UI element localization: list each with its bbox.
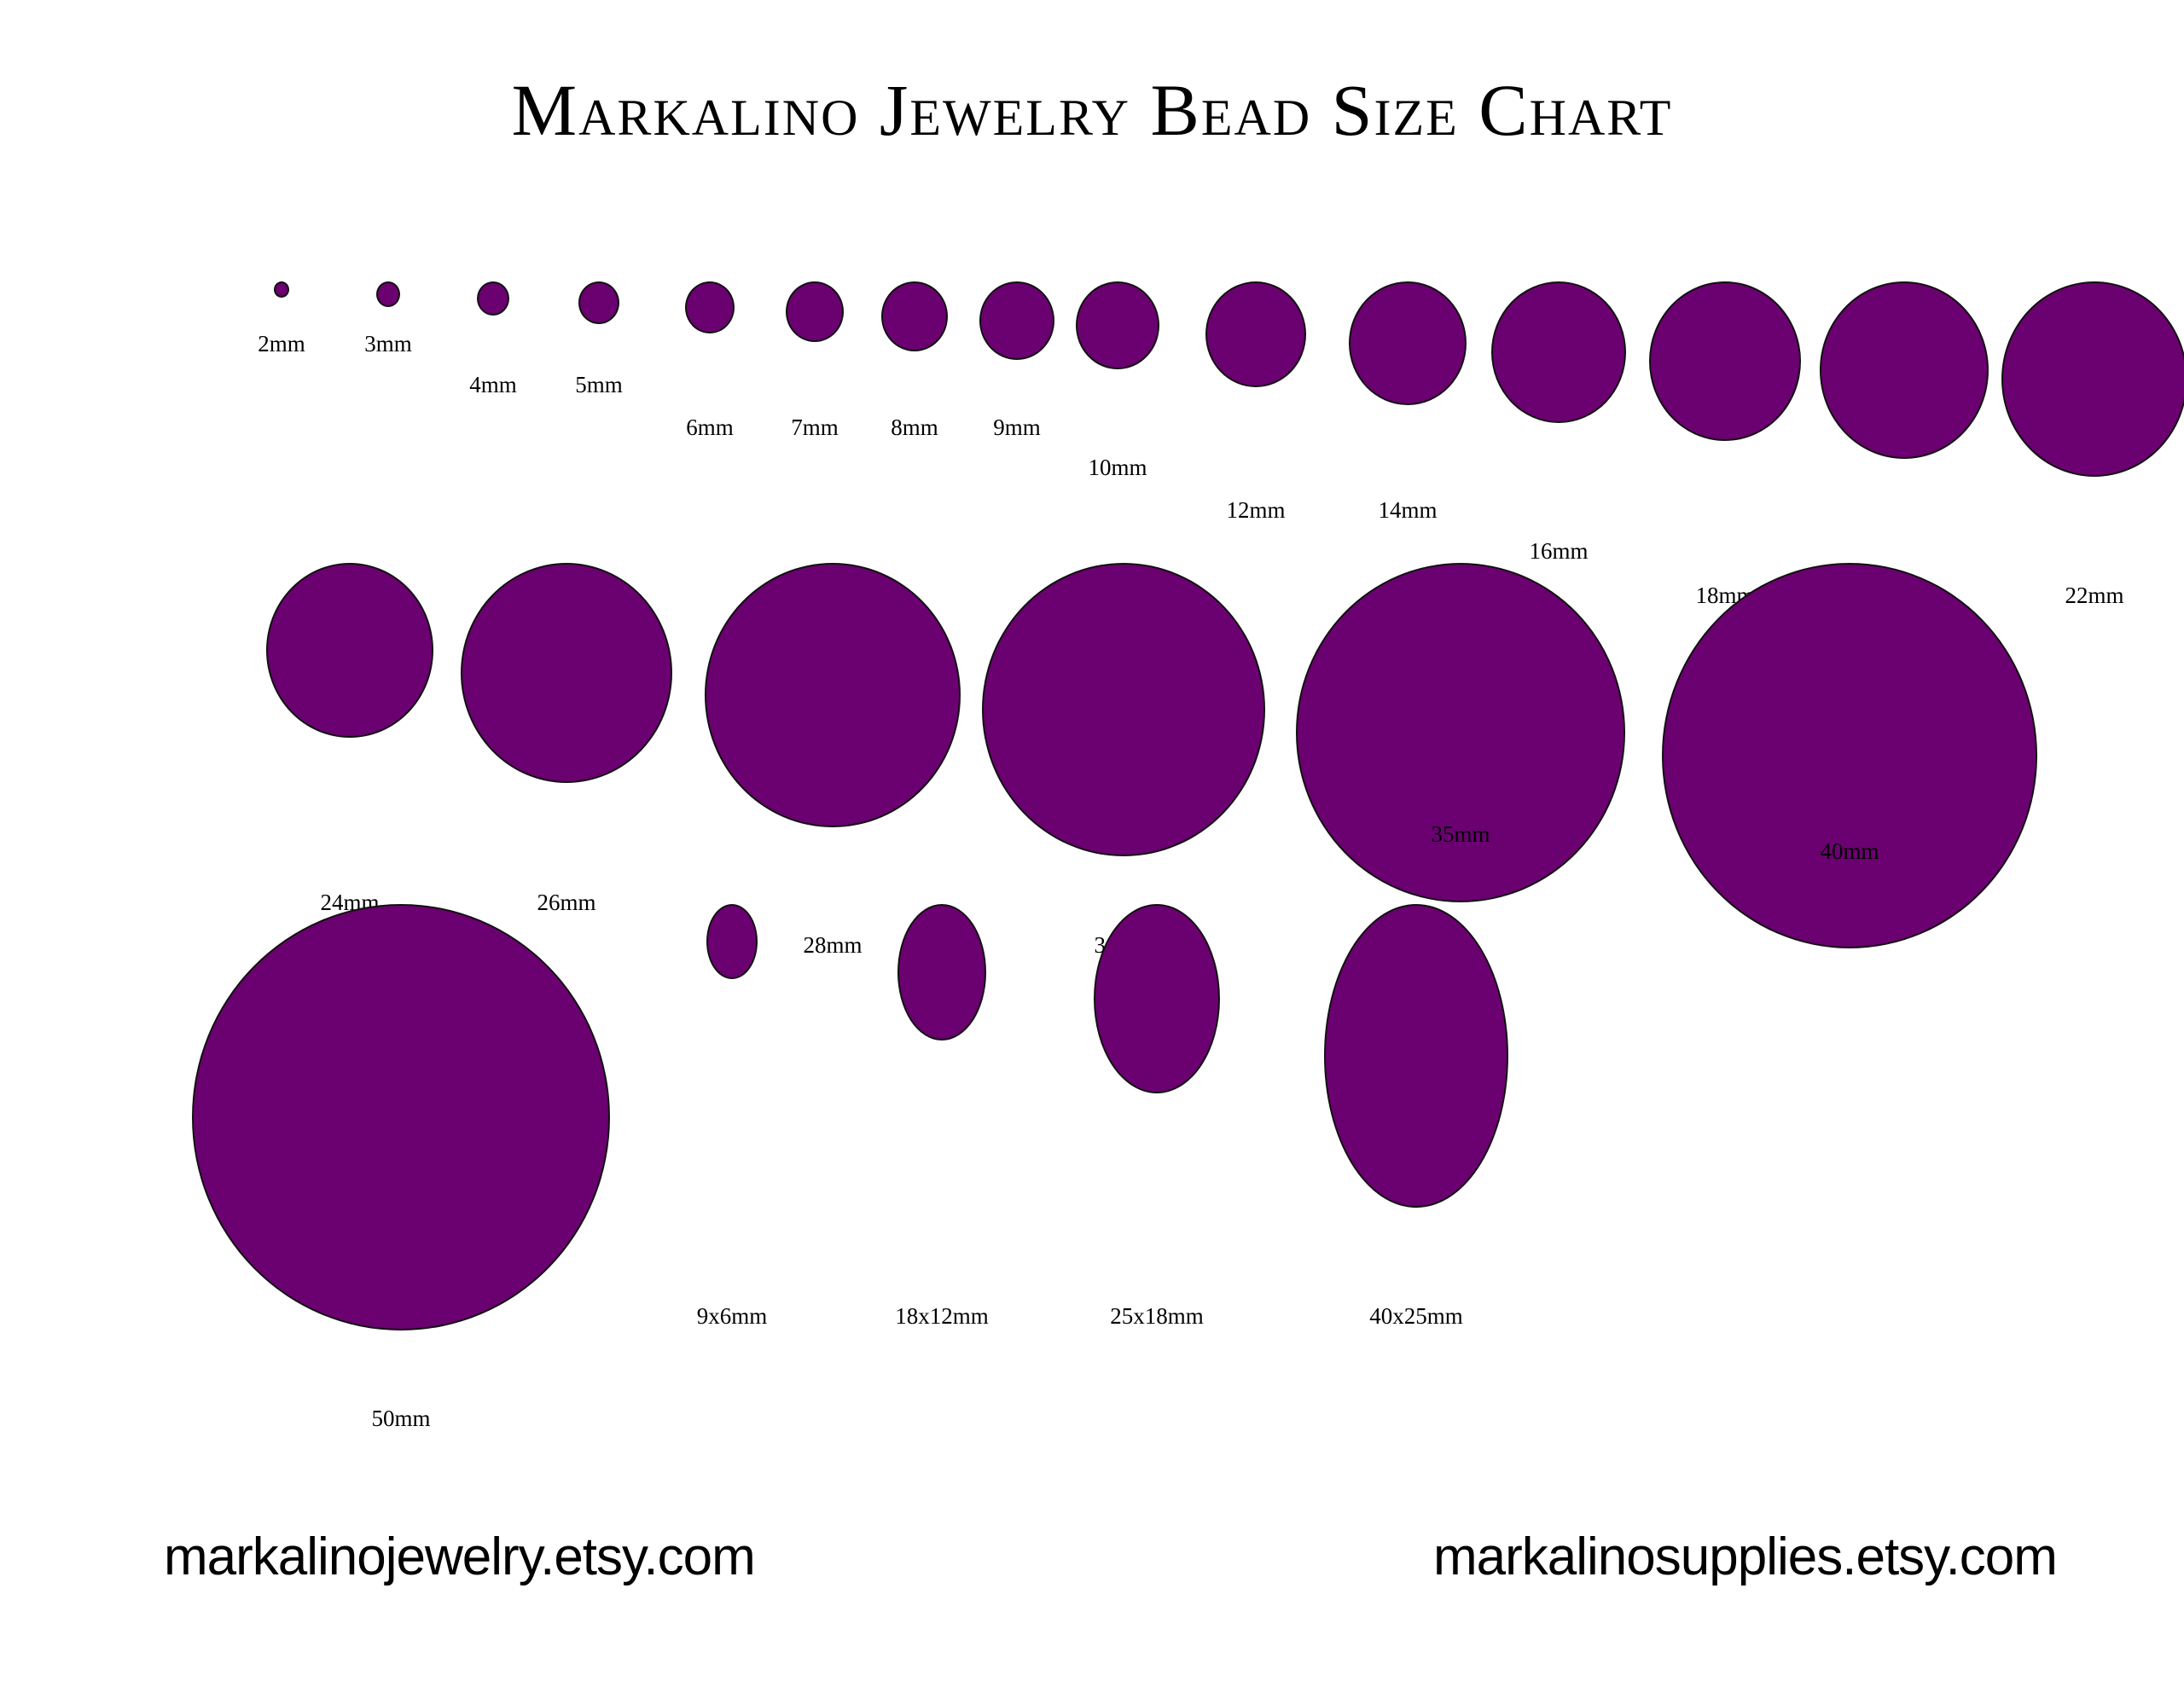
bead-size-label: 50mm xyxy=(371,1406,431,1431)
round-bead-swatch xyxy=(786,281,844,342)
round-bead-swatch xyxy=(274,281,289,298)
bead-size-label: 5mm xyxy=(575,372,623,397)
round-bead-swatch xyxy=(1649,281,1801,441)
bead-size-label: 18x12mm xyxy=(895,1303,989,1329)
bead-size-label: 2mm xyxy=(258,331,305,357)
page-title: Markalino Jewelry Bead Size Chart xyxy=(511,68,1673,151)
round-bead-swatch xyxy=(461,563,672,783)
bead-size-label: 12mm xyxy=(1226,497,1286,523)
round-bead-swatch xyxy=(979,281,1054,360)
round-bead-swatch xyxy=(1349,281,1467,405)
bead-size-label: 3mm xyxy=(364,331,412,357)
bead-size-label: 22mm xyxy=(2065,583,2124,608)
round-bead-swatch xyxy=(1205,281,1306,387)
round-bead-swatch xyxy=(685,281,735,333)
oval-bead-swatch xyxy=(1094,904,1220,1093)
bead-size-label: 14mm xyxy=(1378,497,1438,523)
round-bead-swatch xyxy=(1296,563,1625,902)
round-bead-swatch xyxy=(376,281,400,307)
bead-size-label: 9x6mm xyxy=(696,1303,768,1329)
bead-row-round-small: 2mm 3mm 4mm 5mm 6mm 7mm 8mm 9mm 10mm 12mm 14mm 16mm… xyxy=(0,281,2184,607)
bead-size-label: 6mm xyxy=(686,415,734,440)
bead-size-label: 40x25mm xyxy=(1369,1303,1463,1329)
round-bead-swatch xyxy=(266,563,433,738)
bead-size-label: 16mm xyxy=(1529,538,1589,564)
round-bead-swatch xyxy=(192,904,610,1330)
bead-size-label: 10mm xyxy=(1088,455,1147,480)
bead-size-label: 40mm xyxy=(1820,838,1879,864)
bead-size-label: 4mm xyxy=(469,372,517,397)
bead-size-label: 8mm xyxy=(891,415,938,440)
bead-row-mixed: 50mm 9x6mm 18x12mm 25x18mm 40x25mm xyxy=(0,904,2184,1450)
round-bead-swatch xyxy=(982,563,1265,856)
round-bead-swatch xyxy=(881,281,948,351)
round-bead-swatch xyxy=(1491,281,1626,423)
round-bead-swatch xyxy=(2001,281,2184,477)
bead-size-label: 35mm xyxy=(1431,821,1490,847)
bead-size-label: 7mm xyxy=(791,415,839,440)
footer-link-supplies[interactable]: markalinosupplies.etsy.com xyxy=(1433,1528,2058,1586)
oval-bead-swatch xyxy=(897,904,986,1041)
round-bead-swatch xyxy=(705,563,961,827)
oval-bead-swatch xyxy=(1324,904,1508,1208)
round-bead-swatch xyxy=(1662,563,2037,948)
bead-size-label: 25x18mm xyxy=(1110,1303,1204,1329)
footer-link-jewelry[interactable]: markalinojewelry.etsy.com xyxy=(164,1528,756,1586)
round-bead-swatch xyxy=(578,281,619,324)
oval-bead-swatch xyxy=(706,904,758,979)
bead-row-round-large: 24mm26mm28mm30mm35mm40mm xyxy=(0,563,2184,958)
bead-size-label: 9mm xyxy=(993,415,1041,440)
round-bead-swatch xyxy=(1820,281,1989,459)
bead-size-label: 28mm xyxy=(803,932,863,958)
bead-size-label: 26mm xyxy=(537,890,596,915)
round-bead-swatch xyxy=(477,281,509,316)
round-bead-swatch xyxy=(1076,281,1159,369)
